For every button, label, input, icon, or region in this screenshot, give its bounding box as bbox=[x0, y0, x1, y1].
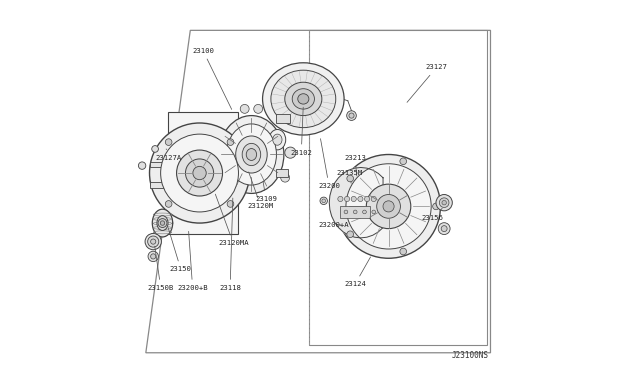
Circle shape bbox=[371, 196, 376, 202]
Circle shape bbox=[193, 166, 206, 180]
Text: 23100: 23100 bbox=[192, 48, 232, 109]
Circle shape bbox=[161, 134, 239, 212]
Text: 23109: 23109 bbox=[255, 181, 277, 202]
Ellipse shape bbox=[236, 136, 267, 173]
Ellipse shape bbox=[262, 63, 344, 135]
Circle shape bbox=[148, 251, 159, 262]
Circle shape bbox=[227, 139, 234, 145]
Circle shape bbox=[366, 184, 411, 229]
Circle shape bbox=[436, 195, 452, 211]
Circle shape bbox=[240, 105, 249, 113]
Ellipse shape bbox=[273, 134, 282, 145]
Bar bbox=[276, 114, 291, 123]
Text: 23150B: 23150B bbox=[148, 246, 174, 291]
Bar bbox=[340, 206, 370, 218]
Ellipse shape bbox=[285, 82, 322, 116]
Circle shape bbox=[349, 113, 354, 118]
Circle shape bbox=[177, 150, 223, 196]
Circle shape bbox=[344, 210, 348, 214]
Ellipse shape bbox=[242, 143, 260, 166]
Circle shape bbox=[165, 139, 172, 145]
Polygon shape bbox=[329, 167, 383, 238]
Circle shape bbox=[400, 248, 406, 255]
Circle shape bbox=[158, 219, 167, 228]
Circle shape bbox=[150, 123, 250, 223]
Text: 23200+B: 23200+B bbox=[177, 231, 208, 291]
Circle shape bbox=[439, 198, 449, 208]
Text: 23200+A: 23200+A bbox=[318, 222, 349, 228]
Text: 23156: 23156 bbox=[422, 208, 444, 221]
Circle shape bbox=[351, 196, 356, 202]
Circle shape bbox=[377, 195, 401, 218]
Circle shape bbox=[285, 147, 296, 158]
Ellipse shape bbox=[227, 124, 276, 185]
Text: 23135M: 23135M bbox=[337, 170, 363, 183]
Bar bbox=[276, 169, 289, 177]
Circle shape bbox=[347, 231, 353, 238]
Circle shape bbox=[322, 199, 326, 203]
Circle shape bbox=[150, 254, 156, 259]
Ellipse shape bbox=[219, 116, 284, 193]
Ellipse shape bbox=[157, 216, 168, 231]
Text: 23150: 23150 bbox=[168, 228, 192, 272]
Circle shape bbox=[372, 210, 376, 214]
Circle shape bbox=[363, 210, 366, 214]
Text: 23118: 23118 bbox=[219, 198, 241, 291]
Polygon shape bbox=[168, 112, 239, 234]
Text: 23102: 23102 bbox=[291, 107, 312, 155]
Ellipse shape bbox=[269, 129, 285, 150]
Ellipse shape bbox=[292, 89, 314, 109]
Ellipse shape bbox=[152, 209, 173, 237]
Circle shape bbox=[337, 154, 440, 258]
Circle shape bbox=[344, 196, 349, 202]
Circle shape bbox=[442, 201, 446, 205]
Circle shape bbox=[148, 236, 159, 247]
Circle shape bbox=[347, 175, 353, 182]
Circle shape bbox=[346, 164, 431, 249]
Circle shape bbox=[347, 111, 356, 121]
Circle shape bbox=[358, 196, 363, 202]
Circle shape bbox=[253, 105, 262, 113]
Text: 23213: 23213 bbox=[344, 155, 366, 176]
Text: 23120MA: 23120MA bbox=[215, 194, 249, 246]
Circle shape bbox=[438, 223, 450, 235]
Text: 23124: 23124 bbox=[344, 257, 371, 287]
Circle shape bbox=[145, 234, 161, 250]
Circle shape bbox=[138, 162, 146, 169]
Ellipse shape bbox=[271, 70, 336, 128]
Ellipse shape bbox=[298, 94, 309, 104]
Text: 23200: 23200 bbox=[318, 139, 340, 189]
Circle shape bbox=[281, 173, 289, 182]
Polygon shape bbox=[150, 182, 168, 188]
Circle shape bbox=[320, 197, 328, 205]
Circle shape bbox=[186, 159, 214, 187]
Circle shape bbox=[364, 196, 370, 202]
Circle shape bbox=[227, 201, 234, 207]
Text: 23127A: 23127A bbox=[155, 149, 181, 161]
Text: J23100NS: J23100NS bbox=[452, 351, 488, 360]
Polygon shape bbox=[150, 162, 168, 167]
Ellipse shape bbox=[246, 148, 257, 160]
Text: 23127: 23127 bbox=[407, 64, 447, 102]
Circle shape bbox=[353, 210, 357, 214]
Circle shape bbox=[400, 158, 406, 164]
Circle shape bbox=[383, 201, 394, 212]
Circle shape bbox=[152, 145, 159, 152]
Circle shape bbox=[165, 201, 172, 207]
Circle shape bbox=[433, 203, 439, 210]
Circle shape bbox=[441, 226, 447, 232]
Text: 23120M: 23120M bbox=[248, 172, 274, 209]
Circle shape bbox=[150, 239, 156, 244]
Circle shape bbox=[338, 196, 343, 202]
Circle shape bbox=[160, 221, 164, 225]
